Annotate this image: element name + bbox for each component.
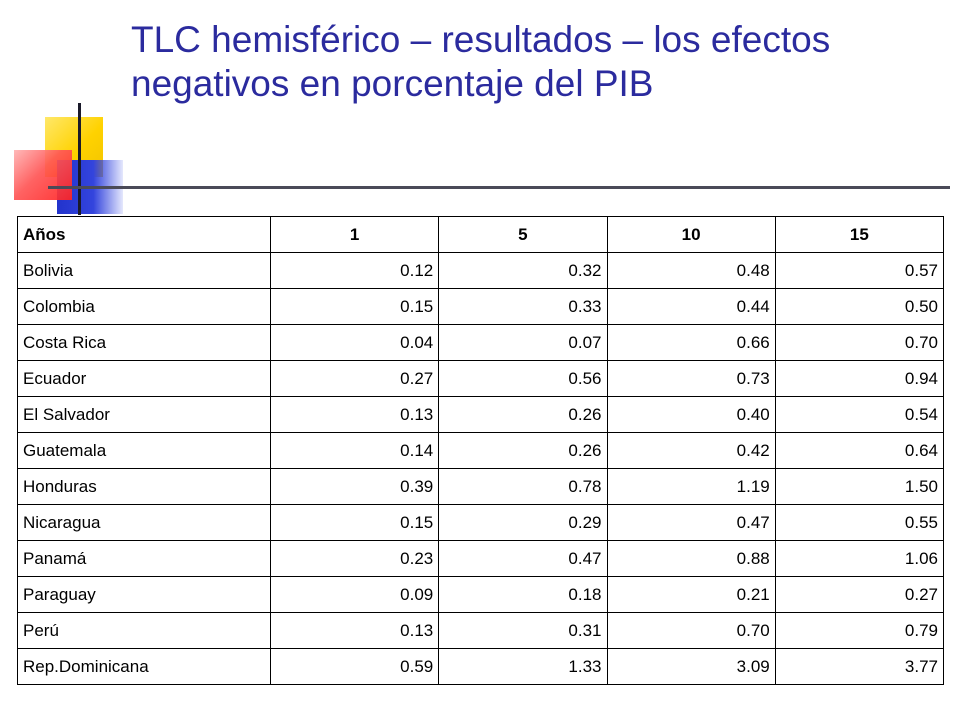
- table-row: Paraguay 0.09 0.18 0.21 0.27: [17, 576, 945, 613]
- value-cell: 0.54: [774, 396, 945, 433]
- value-cell: 0.57: [774, 252, 945, 289]
- value-cell: 0.70: [606, 612, 776, 649]
- country-cell: Perú: [17, 612, 271, 649]
- value-cell: 0.44: [606, 288, 776, 325]
- value-cell: 0.55: [774, 504, 945, 541]
- value-cell: 3.09: [606, 648, 776, 685]
- table-row: Nicaragua 0.15 0.29 0.47 0.55: [17, 504, 945, 541]
- value-cell: 0.29: [438, 504, 608, 541]
- value-cell: 0.48: [606, 252, 776, 289]
- value-cell: 0.70: [774, 324, 945, 361]
- country-cell: Costa Rica: [17, 324, 271, 361]
- value-cell: 0.26: [438, 432, 608, 469]
- table-row: Rep.Dominicana 0.59 1.33 3.09 3.77: [17, 648, 945, 685]
- country-cell: Honduras: [17, 468, 271, 505]
- value-cell: 0.78: [438, 468, 608, 505]
- country-cell: Nicaragua: [17, 504, 271, 541]
- value-cell: 0.27: [774, 576, 945, 613]
- value-cell: 0.13: [269, 612, 440, 649]
- decor-horizontal-rule: [48, 186, 950, 189]
- country-cell: El Salvador: [17, 396, 271, 433]
- table-row: Ecuador 0.27 0.56 0.73 0.94: [17, 360, 945, 397]
- header-cell-year: 5: [438, 216, 608, 253]
- table-row: Guatemala 0.14 0.26 0.42 0.64: [17, 432, 945, 469]
- value-cell: 1.06: [774, 540, 945, 577]
- value-cell: 0.50: [774, 288, 945, 325]
- value-cell: 0.56: [438, 360, 608, 397]
- header-cell-years: Años: [17, 216, 271, 253]
- value-cell: 0.15: [269, 504, 440, 541]
- value-cell: 0.26: [438, 396, 608, 433]
- value-cell: 0.47: [438, 540, 608, 577]
- decor-vertical-line: [78, 103, 81, 215]
- value-cell: 0.27: [269, 360, 440, 397]
- value-cell: 0.88: [606, 540, 776, 577]
- table-row: El Salvador 0.13 0.26 0.40 0.54: [17, 396, 945, 433]
- country-cell: Colombia: [17, 288, 271, 325]
- slide-title: TLC hemisférico – resultados – los efect…: [131, 19, 831, 105]
- country-cell: Paraguay: [17, 576, 271, 613]
- value-cell: 0.31: [438, 612, 608, 649]
- value-cell: 0.47: [606, 504, 776, 541]
- header-cell-year: 15: [774, 216, 945, 253]
- value-cell: 0.32: [438, 252, 608, 289]
- table-row: Panamá 0.23 0.47 0.88 1.06: [17, 540, 945, 577]
- value-cell: 0.12: [269, 252, 440, 289]
- table-row: Bolivia 0.12 0.32 0.48 0.57: [17, 252, 945, 289]
- header-cell-year: 1: [269, 216, 440, 253]
- value-cell: 0.09: [269, 576, 440, 613]
- value-cell: 1.19: [606, 468, 776, 505]
- value-cell: 0.07: [438, 324, 608, 361]
- value-cell: 0.39: [269, 468, 440, 505]
- value-cell: 0.23: [269, 540, 440, 577]
- value-cell: 1.33: [438, 648, 608, 685]
- table-row: Colombia 0.15 0.33 0.44 0.50: [17, 288, 945, 325]
- value-cell: 0.64: [774, 432, 945, 469]
- value-cell: 1.50: [774, 468, 945, 505]
- value-cell: 0.21: [606, 576, 776, 613]
- value-cell: 0.79: [774, 612, 945, 649]
- header-cell-year: 10: [606, 216, 776, 253]
- table-row: Honduras 0.39 0.78 1.19 1.50: [17, 468, 945, 505]
- value-cell: 3.77: [774, 648, 945, 685]
- value-cell: 0.66: [606, 324, 776, 361]
- value-cell: 0.94: [774, 360, 945, 397]
- country-cell: Panamá: [17, 540, 271, 577]
- country-cell: Ecuador: [17, 360, 271, 397]
- value-cell: 0.18: [438, 576, 608, 613]
- table-header-row: Años 1 5 10 15: [17, 216, 945, 253]
- table-row: Costa Rica 0.04 0.07 0.66 0.70: [17, 324, 945, 361]
- value-cell: 0.42: [606, 432, 776, 469]
- country-cell: Bolivia: [17, 252, 271, 289]
- value-cell: 0.15: [269, 288, 440, 325]
- value-cell: 0.14: [269, 432, 440, 469]
- country-cell: Guatemala: [17, 432, 271, 469]
- results-table: Años 1 5 10 15 Bolivia 0.12 0.32 0.48 0.…: [17, 216, 945, 685]
- decor-red-square: [14, 150, 72, 200]
- value-cell: 0.59: [269, 648, 440, 685]
- country-cell: Rep.Dominicana: [17, 648, 271, 685]
- value-cell: 0.33: [438, 288, 608, 325]
- table-body: Bolivia 0.12 0.32 0.48 0.57 Colombia 0.1…: [17, 252, 945, 685]
- value-cell: 0.73: [606, 360, 776, 397]
- table-row: Perú 0.13 0.31 0.70 0.79: [17, 612, 945, 649]
- value-cell: 0.04: [269, 324, 440, 361]
- value-cell: 0.40: [606, 396, 776, 433]
- value-cell: 0.13: [269, 396, 440, 433]
